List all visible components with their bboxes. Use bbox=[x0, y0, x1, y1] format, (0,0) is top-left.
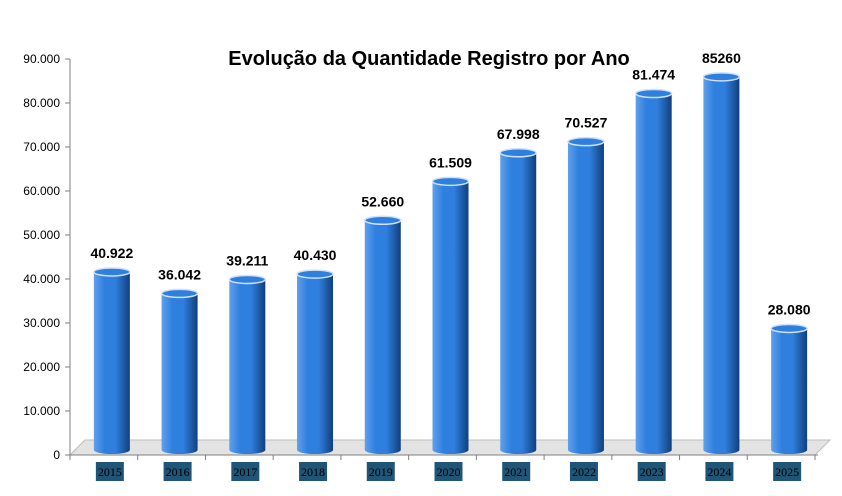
bar-top bbox=[499, 148, 537, 158]
bar bbox=[770, 323, 808, 454]
bars-layer bbox=[93, 72, 808, 454]
x-tick-label-background bbox=[502, 462, 531, 481]
data-label: 70.527 bbox=[565, 115, 608, 131]
y-tick-label: 40.000 bbox=[23, 272, 60, 286]
bar-body bbox=[229, 279, 266, 454]
bar-body bbox=[635, 93, 672, 454]
y-tick-label: 20.000 bbox=[23, 360, 60, 374]
bar-top bbox=[296, 269, 334, 279]
bar bbox=[634, 88, 673, 454]
x-tick-label: 2024 bbox=[707, 465, 731, 479]
bar-top bbox=[93, 267, 131, 277]
data-label: 40.922 bbox=[90, 245, 133, 261]
bar-body bbox=[161, 293, 198, 454]
x-tick-label-background bbox=[637, 462, 666, 481]
bar bbox=[499, 148, 537, 454]
x-tick-label: 2016 bbox=[166, 465, 190, 479]
bar bbox=[567, 136, 605, 454]
bar bbox=[702, 72, 741, 454]
bar-body bbox=[297, 274, 334, 454]
x-tick-label-background bbox=[231, 462, 260, 481]
bar bbox=[431, 176, 470, 454]
y-tick-label: 90.000 bbox=[23, 52, 60, 66]
data-label: 81.474 bbox=[632, 67, 675, 83]
bar-top bbox=[702, 72, 741, 82]
bar-top bbox=[567, 136, 605, 147]
bar bbox=[160, 288, 199, 454]
y-tick-label: 60.000 bbox=[23, 184, 60, 198]
bar bbox=[228, 274, 267, 454]
bar-body bbox=[93, 271, 130, 454]
x-tick-label: 2019 bbox=[369, 465, 393, 479]
axis-layer: 0 10.000 20.000 30.000 40.000 50.000 60.000 70.… bbox=[23, 52, 818, 481]
bar-body bbox=[432, 181, 469, 454]
x-tick-label-background bbox=[705, 462, 734, 481]
bar-top bbox=[160, 288, 199, 299]
bar bbox=[296, 269, 334, 454]
x-tick-label: 2018 bbox=[301, 465, 325, 479]
y-tick-label: 70.000 bbox=[23, 140, 60, 154]
x-tick-label: 2022 bbox=[572, 465, 596, 479]
data-label: 67.998 bbox=[497, 126, 540, 142]
y-tick-label: 10.000 bbox=[23, 404, 60, 418]
bar bbox=[93, 267, 131, 454]
x-tick-label-background bbox=[163, 462, 192, 481]
x-tick-label: 2015 bbox=[98, 465, 122, 479]
x-tick-label-background bbox=[434, 462, 463, 481]
x-tick-label: 2023 bbox=[640, 465, 664, 479]
chart-title: Evolução da Quantidade Registro por Ano bbox=[228, 48, 630, 70]
bar-top bbox=[364, 215, 402, 226]
y-tick-label: 80.000 bbox=[23, 96, 60, 110]
x-tick-label-background bbox=[366, 462, 395, 481]
y-tick-label: 0 bbox=[53, 448, 60, 462]
x-tick-label-background bbox=[773, 462, 802, 481]
x-tick-label: 2017 bbox=[233, 465, 257, 479]
bar-body bbox=[567, 141, 604, 454]
bar-body bbox=[364, 220, 401, 454]
data-label: 52.660 bbox=[361, 193, 404, 209]
bar-body bbox=[500, 152, 537, 454]
bar-top bbox=[634, 88, 673, 99]
x-tick-label-background bbox=[569, 462, 598, 481]
bar-body bbox=[771, 328, 808, 454]
x-tick-label-background bbox=[299, 462, 328, 481]
bar bbox=[364, 215, 402, 454]
data-label: 85260 bbox=[702, 50, 741, 66]
data-labels-layer: 40.922 36.042 39.211 40.430 52.660 61.509 67.9… bbox=[90, 50, 810, 318]
x-tick-label-background bbox=[95, 462, 124, 481]
x-tick-label: 2021 bbox=[504, 465, 528, 479]
data-label: 40.430 bbox=[294, 247, 337, 263]
y-tick-label: 30.000 bbox=[23, 316, 60, 330]
x-tick-label: 2020 bbox=[437, 465, 461, 479]
bar-top bbox=[431, 176, 470, 187]
bar-top bbox=[770, 323, 808, 334]
data-label: 61.509 bbox=[429, 154, 472, 170]
data-label: 39.211 bbox=[226, 252, 268, 268]
data-label: 28.080 bbox=[768, 301, 811, 317]
x-tick-label: 2025 bbox=[775, 465, 799, 479]
bar-body bbox=[703, 76, 740, 454]
bar-top bbox=[228, 274, 267, 285]
data-label: 36.042 bbox=[158, 266, 201, 282]
y-tick-label: 50.000 bbox=[23, 228, 60, 242]
